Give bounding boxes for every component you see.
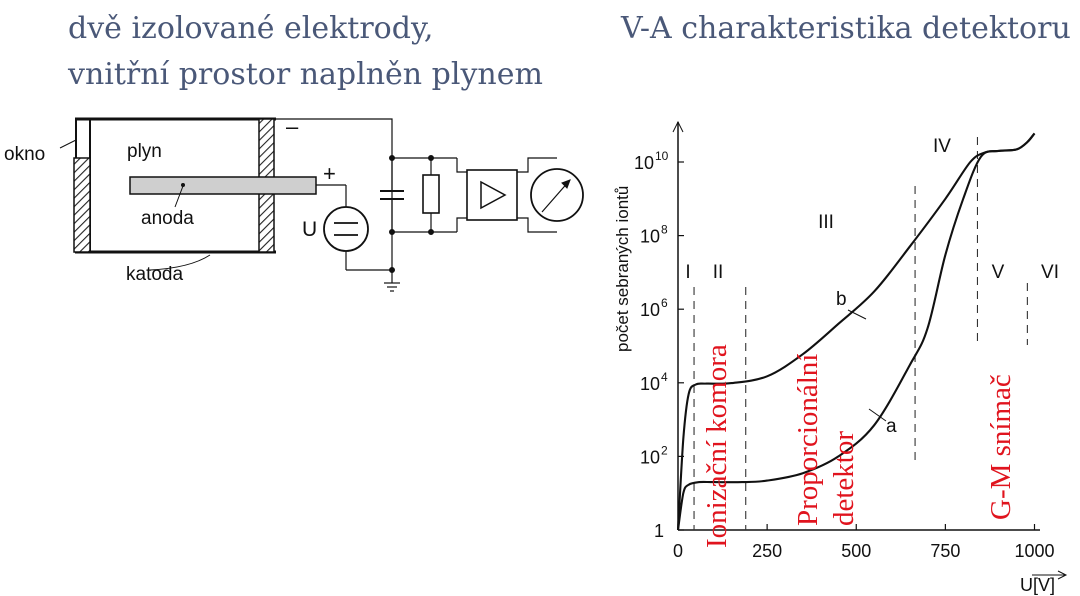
junction-1 [389, 155, 395, 161]
x-tick-label: 1000 [1014, 541, 1054, 561]
minus-sign: – [286, 114, 299, 139]
curve-a [676, 132, 1036, 531]
y-tick-label: 10 [640, 227, 660, 247]
y-tick-exponent: 10 [655, 149, 669, 163]
amp-in-bottom [456, 217, 467, 232]
left-insulator [73, 157, 91, 253]
heading-line-2: vnitřní prostor naplněn plynem [68, 57, 543, 92]
voltage-u-label: U [302, 218, 317, 241]
y-tick-label: 1 [654, 521, 664, 541]
y-tick-label: 10 [634, 153, 654, 173]
region-label: IV [933, 136, 951, 157]
x-axis-arrow-icon [1057, 570, 1068, 580]
amplifier-box [466, 169, 518, 221]
anode-rod [129, 176, 317, 195]
amplifier-triangle-icon [480, 180, 507, 210]
x-axis-label: U[V] [1020, 575, 1055, 595]
junction-2 [389, 229, 395, 235]
curve-b-label: b [836, 289, 847, 310]
anode-dot [181, 183, 185, 187]
resistor [422, 174, 440, 214]
y-tick-label: 10 [640, 374, 660, 394]
region-label: III [818, 212, 834, 233]
x-tick-label: 750 [930, 541, 960, 561]
okno-leader [59, 139, 77, 149]
y-tick-label: 10 [640, 300, 660, 320]
y-axis-arrow-icon [672, 120, 684, 133]
y-tick-exponent: 8 [661, 223, 668, 237]
y-tick-exponent: 4 [661, 370, 668, 384]
anoda-label: anoda [141, 208, 194, 229]
y-tick-label: 10 [640, 447, 660, 467]
region-label: I [685, 262, 690, 283]
katoda-label: katoda [126, 264, 183, 285]
plyn-label: plyn [127, 141, 162, 162]
curve-b-leader [847, 309, 867, 320]
annotation-gm-counter: G-M snímač [985, 374, 1017, 520]
voltage-source [323, 206, 369, 252]
region-label: II [713, 262, 724, 283]
meter-needle-tip [561, 179, 571, 189]
anode-leader [174, 185, 184, 208]
amp-out-top [517, 157, 557, 173]
annotation-proportional: Proporcionální [792, 354, 824, 526]
y-tick-exponent: 6 [661, 296, 668, 310]
curve-a-label: a [886, 416, 897, 437]
curve-a-leader [868, 408, 887, 422]
amp-out-bottom [517, 217, 557, 233]
x-tick-label: 0 [673, 541, 683, 561]
x-tick-label: 500 [841, 541, 871, 561]
okno-label: okno [4, 144, 45, 165]
y-tick-exponent: 2 [661, 443, 668, 457]
region-label: VI [1041, 262, 1059, 283]
y-axis-label: počet sebraných iontů [613, 186, 632, 352]
region-label: V [992, 262, 1005, 283]
annotation-detector: detektor [828, 431, 860, 526]
katoda-leader [149, 254, 211, 271]
annotation-ionization-chamber: Ionizační komora [701, 344, 733, 548]
heading-line-1: dvě izolované elektrody, [68, 11, 434, 46]
amp-in-top [456, 158, 467, 173]
heading-chart-title: V-A charakteristika detektoru [621, 11, 1071, 46]
x-tick-label: 250 [752, 541, 782, 561]
junction-5 [389, 267, 395, 273]
detector-schematic [59, 117, 584, 292]
plus-sign: + [323, 161, 336, 186]
